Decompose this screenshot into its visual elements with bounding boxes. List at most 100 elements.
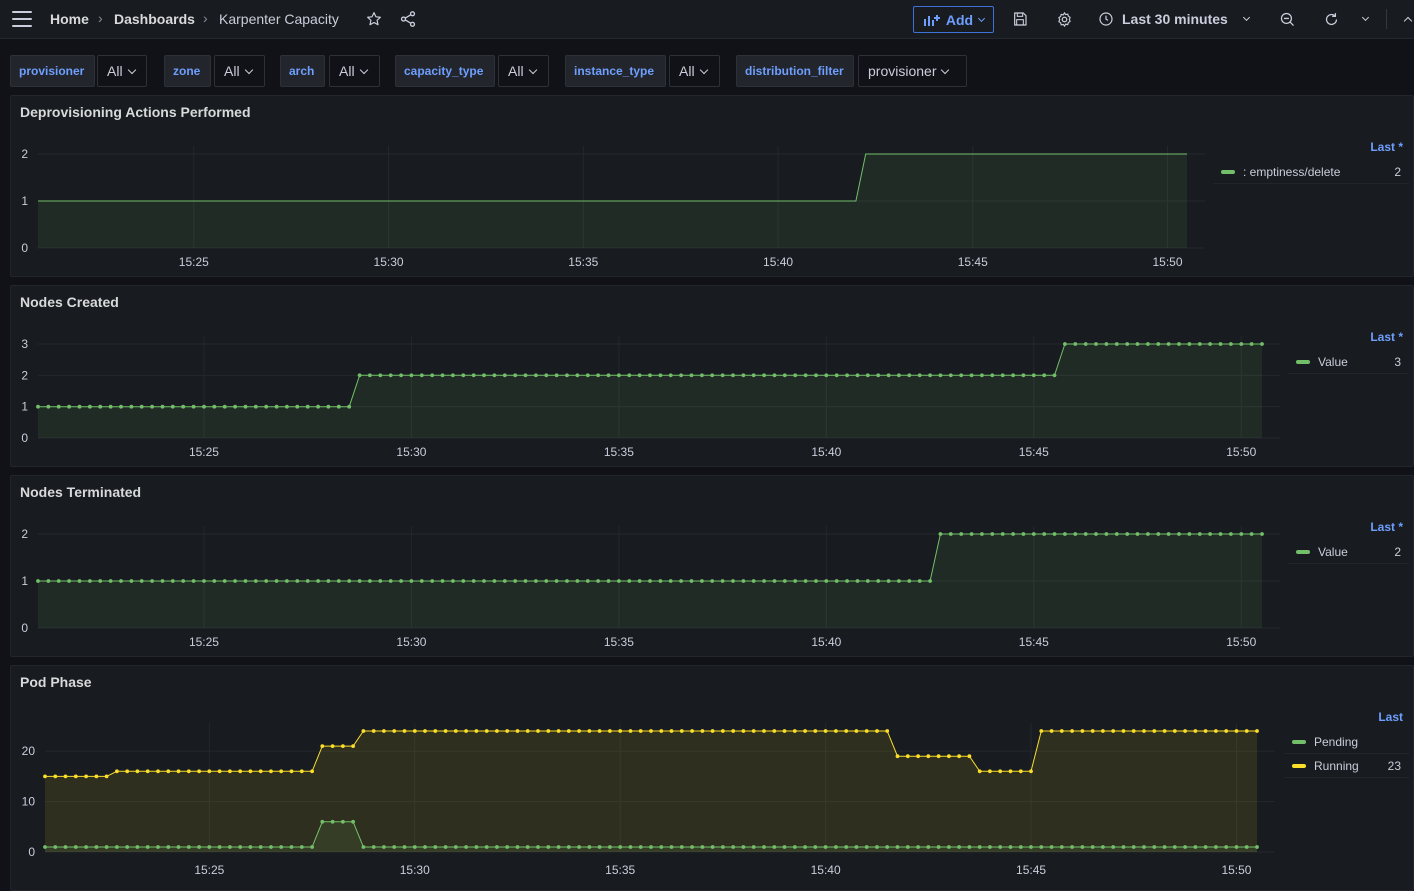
- data-point: [409, 373, 414, 378]
- zoom-out-icon[interactable]: [1275, 8, 1299, 30]
- data-point: [409, 579, 414, 583]
- data-point: [577, 845, 581, 849]
- panel-nodes-terminated: Nodes Terminated 15:25 15:30 15:35 15:40 15:…: [10, 475, 1414, 657]
- data-point: [824, 373, 829, 378]
- data-point: [464, 729, 468, 733]
- data-point: [471, 579, 476, 583]
- variable-select-distribution-filter[interactable]: provisioner: [858, 55, 967, 87]
- data-point: [1187, 342, 1192, 346]
- data-point: [689, 373, 694, 378]
- x-tick-label: 15:25: [179, 255, 209, 269]
- data-point: [751, 845, 756, 849]
- data-point: [258, 769, 263, 774]
- data-point: [412, 729, 417, 733]
- refresh-icon[interactable]: [1319, 8, 1343, 30]
- data-point: [1042, 532, 1047, 536]
- data-point: [731, 845, 736, 849]
- chevron-down-icon: [528, 65, 537, 74]
- data-point: [834, 579, 839, 583]
- legend-series-value: 23: [1387, 758, 1401, 773]
- data-point: [544, 373, 549, 378]
- data-point: [1255, 729, 1259, 733]
- data-point: [361, 729, 366, 733]
- legend: Last Pending Running 23: [1284, 710, 1409, 784]
- data-point: [1039, 845, 1044, 849]
- y-tick-label: 20: [22, 744, 36, 758]
- data-point: [212, 404, 217, 409]
- breadcrumb-home[interactable]: Home: [50, 11, 89, 27]
- share-icon[interactable]: [396, 8, 420, 30]
- data-point: [1197, 342, 1202, 346]
- data-point: [1142, 845, 1146, 849]
- data-point: [176, 845, 181, 849]
- legend-item-pending[interactable]: Pending: [1284, 730, 1409, 754]
- data-point: [305, 404, 310, 409]
- data-point: [1114, 532, 1119, 536]
- collapse-icon[interactable]: [1396, 8, 1414, 30]
- data-point: [855, 373, 860, 378]
- variable-select-capacity-type[interactable]: All: [498, 55, 549, 87]
- data-point: [1094, 342, 1098, 346]
- top-navbar: Home › Dashboards › Karpenter Capacity A…: [0, 0, 1414, 39]
- data-point: [813, 845, 818, 849]
- data-point: [536, 729, 540, 733]
- variable-select-zone[interactable]: All: [214, 55, 265, 87]
- data-point: [104, 845, 109, 849]
- data-point: [627, 579, 632, 583]
- data-point: [1208, 532, 1212, 536]
- time-range-label: Last 30 minutes: [1122, 11, 1228, 27]
- data-point: [679, 579, 683, 583]
- data-point: [1214, 729, 1218, 733]
- data-point: [1080, 729, 1085, 733]
- data-point: [279, 769, 284, 774]
- series-area: [45, 731, 1257, 852]
- data-point: [990, 532, 995, 536]
- data-point: [1193, 845, 1198, 849]
- legend-series-value: 2: [1394, 544, 1401, 559]
- variable-select-instance-type[interactable]: All: [669, 55, 720, 87]
- add-button[interactable]: Add: [913, 6, 994, 33]
- variable-select-provisioner[interactable]: All: [97, 55, 147, 87]
- data-point: [585, 373, 590, 378]
- data-point: [917, 579, 922, 583]
- data-point: [399, 579, 403, 583]
- data-point: [803, 373, 808, 378]
- legend-item[interactable]: Value 2: [1288, 540, 1409, 564]
- data-point: [207, 769, 212, 774]
- gear-icon[interactable]: [1052, 8, 1076, 30]
- legend-item[interactable]: Value 3: [1288, 350, 1409, 374]
- data-point: [108, 404, 113, 409]
- refresh-interval-dropdown[interactable]: [1353, 8, 1377, 30]
- data-point: [351, 744, 355, 748]
- chevron-down-icon: [941, 65, 950, 74]
- save-icon[interactable]: [1008, 8, 1032, 30]
- legend-item[interactable]: : emptiness/delete 2: [1213, 160, 1409, 184]
- legend-sort-header[interactable]: Last *: [1370, 520, 1403, 534]
- panel-title: Nodes Created: [20, 294, 119, 310]
- breadcrumb-dashboards[interactable]: Dashboards: [114, 11, 195, 27]
- legend-sort-header[interactable]: Last *: [1370, 140, 1403, 154]
- star-icon[interactable]: [362, 8, 386, 30]
- panel-nodes-created: Nodes Created 15:25 15:30 15:35 15:40 15:45 1…: [10, 285, 1414, 467]
- data-point: [316, 579, 320, 583]
- menu-icon[interactable]: [12, 11, 32, 27]
- data-point: [274, 404, 279, 409]
- data-point: [170, 404, 175, 409]
- data-point: [969, 532, 974, 536]
- data-point: [310, 845, 314, 849]
- time-range-picker[interactable]: Last 30 minutes: [1098, 8, 1250, 30]
- data-point: [433, 845, 438, 849]
- data-point: [212, 579, 217, 583]
- x-tick-label: 15:40: [763, 255, 793, 269]
- data-point: [248, 769, 253, 774]
- data-point: [94, 774, 99, 779]
- data-point: [264, 404, 269, 409]
- legend-sort-header[interactable]: Last *: [1370, 330, 1403, 344]
- data-point: [357, 373, 362, 378]
- legend-item-running[interactable]: Running 23: [1284, 754, 1409, 778]
- legend-series-name: Value: [1318, 354, 1348, 369]
- data-point: [1090, 845, 1095, 849]
- variable-select-arch[interactable]: All: [329, 55, 380, 87]
- data-point: [233, 579, 238, 583]
- legend-sort-header[interactable]: Last: [1378, 710, 1403, 724]
